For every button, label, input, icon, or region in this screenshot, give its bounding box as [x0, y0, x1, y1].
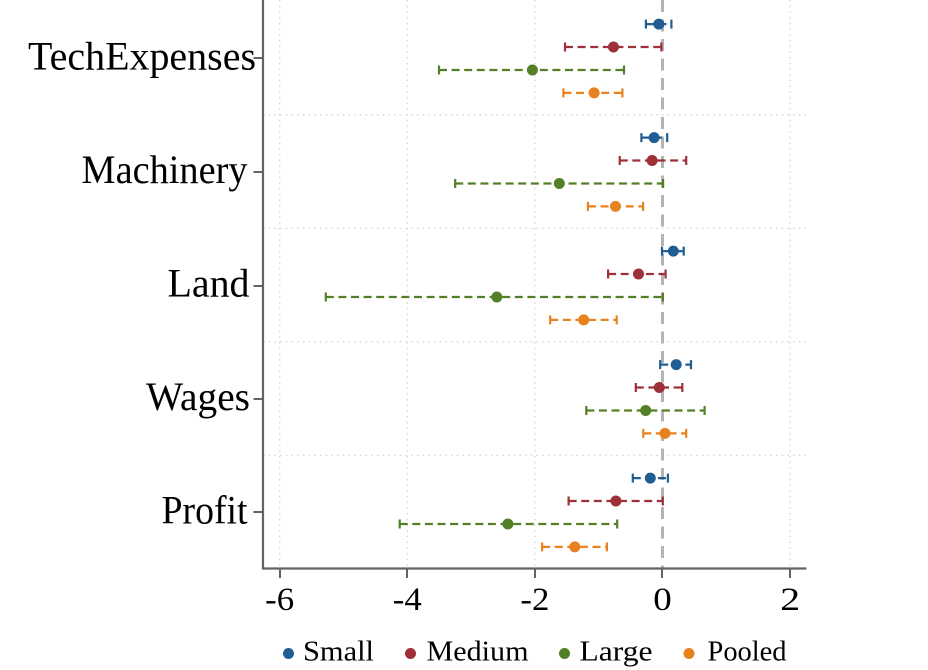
svg-text:Wages: Wages: [146, 374, 250, 419]
svg-text:0: 0: [653, 582, 672, 618]
svg-text:Pooled: Pooled: [708, 637, 787, 668]
svg-text:Profit: Profit: [162, 488, 248, 533]
svg-text:Large: Large: [580, 637, 653, 668]
svg-text:2: 2: [780, 582, 800, 618]
svg-text:-6: -6: [265, 582, 294, 618]
svg-text:Medium: Medium: [427, 637, 529, 668]
svg-text:-2: -2: [520, 582, 549, 618]
svg-text:TechExpenses: TechExpenses: [28, 34, 256, 79]
svg-text:Small: Small: [303, 637, 374, 668]
svg-text:-4: -4: [393, 582, 422, 618]
svg-text:Land: Land: [168, 261, 250, 306]
svg-text:Machinery: Machinery: [82, 147, 248, 192]
